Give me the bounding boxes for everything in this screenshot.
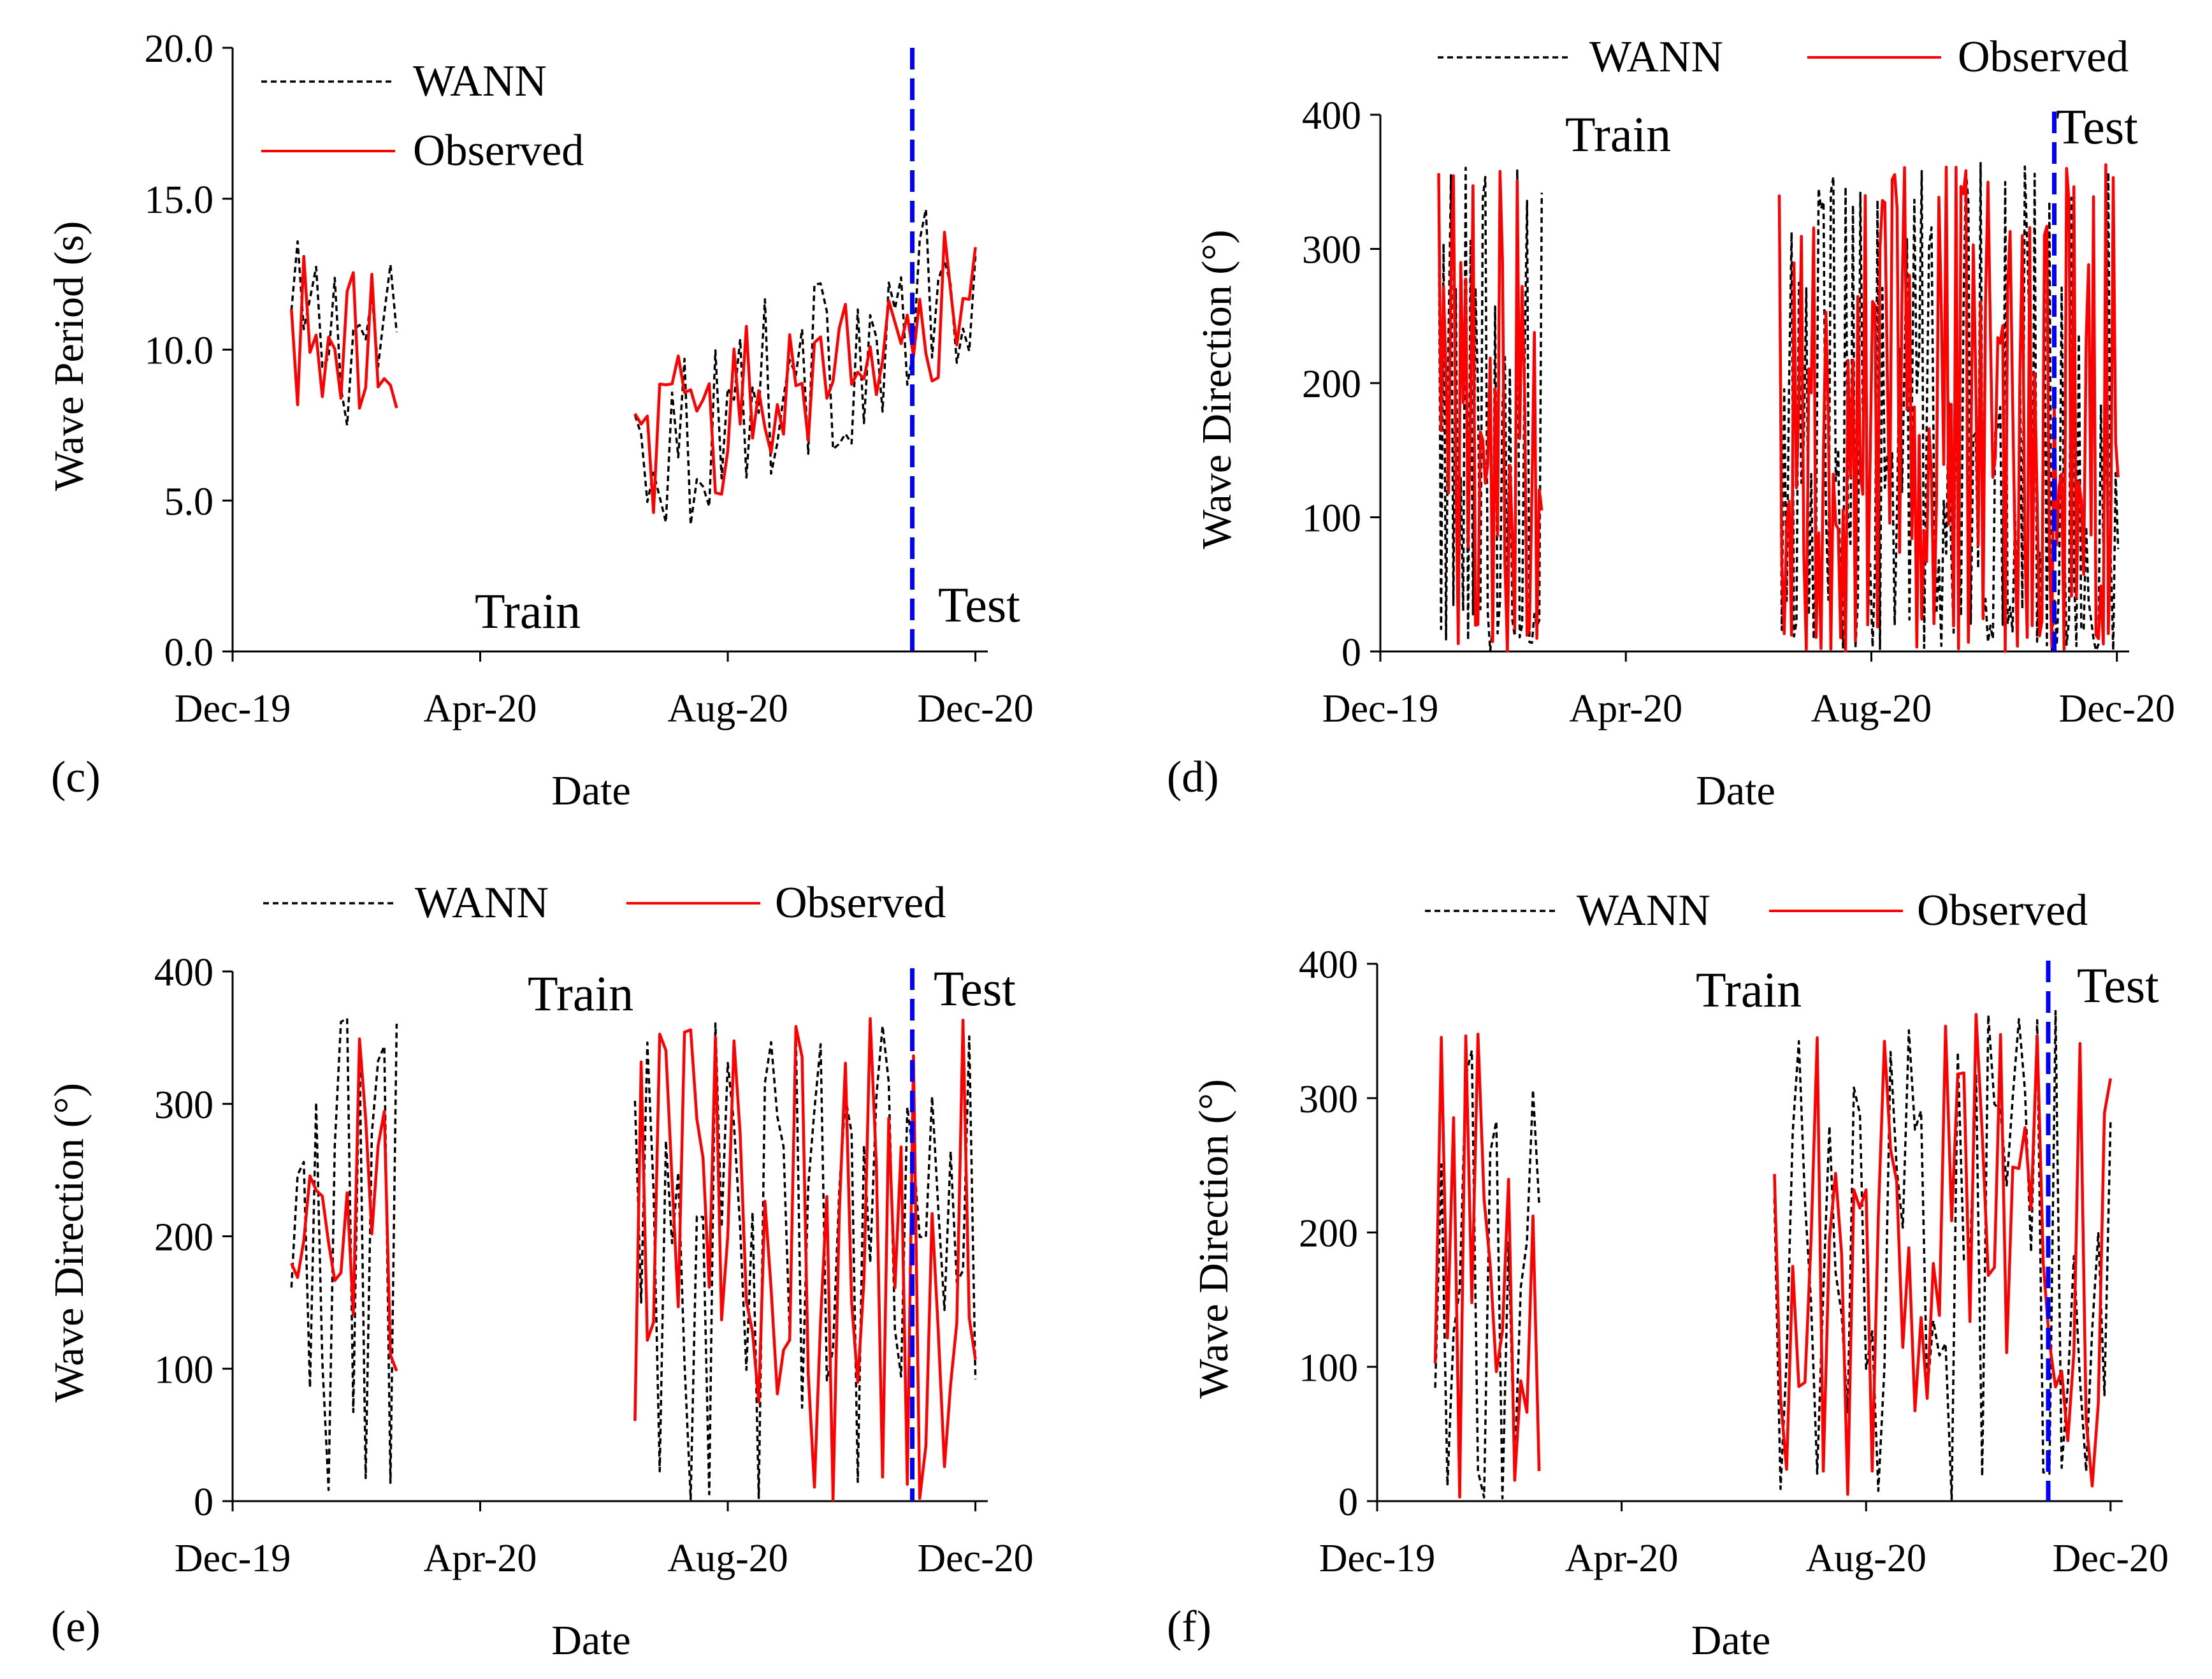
x-tick-label: Apr-20 (1569, 687, 1682, 730)
chart-panel-d: 0 100 200 300 400 Dec-19 Apr-20 Aug-20 Dec-20 Tra… (1167, 33, 2175, 814)
y-tick-label: 20.0 (145, 27, 214, 71)
x-tick-label: Apr-20 (1565, 1537, 1679, 1580)
y-tick-label: 300 (154, 1084, 213, 1127)
y-tick-label: 400 (1302, 94, 1361, 138)
legend-wann-label: WANN (413, 57, 547, 106)
x-axis-title: Date (1696, 767, 1775, 814)
observed-series-line (1773, 1013, 2113, 1496)
observed-series-line (1433, 1033, 1541, 1499)
train-label: Train (1565, 106, 1671, 162)
chart-panel-e: 0 100 200 300 400 Dec-19 Apr-20 Aug-20 Dec-20 Tra… (46, 878, 1034, 1664)
train-label: Train (475, 583, 581, 639)
observed-series-line (1437, 170, 1543, 653)
train-label: Train (1696, 962, 1802, 1017)
panel-label: (e) (51, 1603, 101, 1652)
axes: 0 100 200 300 400 Dec-19 Apr-20 Aug-20 Dec-20 (1302, 94, 2175, 730)
series-lines (1433, 1010, 2113, 1501)
legend-observed-label: Observed (775, 878, 946, 927)
series-lines (1437, 161, 2120, 653)
x-tick-label: Aug-20 (1806, 1537, 1926, 1580)
x-tick-label: Dec-19 (1319, 1537, 1435, 1580)
x-tick-label: Dec-19 (175, 687, 291, 730)
y-tick-label: 10.0 (145, 330, 214, 373)
wann-series-line (290, 1017, 398, 1492)
chart-panel-f: 0 100 200 300 400 Dec-19 Apr-20 Aug-20 Dec-20 Tra… (1167, 886, 2169, 1664)
y-tick-label: 5.0 (164, 480, 214, 523)
x-axis-title: Date (551, 1617, 631, 1664)
y-tick-label: 0.0 (164, 631, 214, 674)
axes: 0 100 200 300 400 Dec-19 Apr-20 Aug-20 Dec-20 (1299, 943, 2169, 1580)
y-tick-label: 300 (1302, 229, 1361, 272)
series-lines (290, 1017, 977, 1502)
wann-series-line (1773, 1010, 2112, 1501)
panel-label: (c) (51, 753, 101, 802)
wann-series-line (633, 208, 977, 526)
train-label: Train (528, 966, 633, 1021)
x-tick-label: Aug-20 (1811, 687, 1932, 730)
y-tick-label: 100 (154, 1348, 213, 1392)
test-label: Test (2056, 99, 2138, 154)
x-axis-title: Date (551, 767, 631, 814)
x-tick-label: Aug-20 (667, 1537, 788, 1580)
observed-series-line (290, 254, 398, 410)
legend-observed-label: Observed (413, 126, 584, 175)
panel-label: (d) (1167, 753, 1219, 802)
panel-label: (f) (1167, 1603, 1211, 1652)
x-tick-label: Dec-20 (917, 687, 1033, 730)
y-tick-label: 200 (1302, 363, 1361, 406)
legend: WANN Observed (1425, 886, 2088, 935)
y-tick-label: 0 (1341, 631, 1361, 674)
axes: 0 100 200 300 400 Dec-19 Apr-20 Aug-20 Dec-20 (154, 951, 1034, 1580)
wann-series-line (1434, 1049, 1540, 1500)
y-axis-title: Wave Direction (°) (46, 1083, 92, 1402)
legend: WANN Observed (263, 878, 946, 927)
y-tick-label: 15.0 (145, 178, 214, 222)
y-tick-label: 0 (194, 1481, 213, 1524)
chart-panel-c: 0.0 5.0 10.0 15.0 20.0 Dec-19 Apr-20 Aug-20 Dec-… (46, 27, 1034, 814)
wann-series-line (1437, 166, 1543, 652)
observed-series-line (633, 230, 977, 514)
y-tick-label: 400 (154, 951, 213, 994)
test-label: Test (938, 577, 1020, 632)
y-tick-label: 100 (1299, 1346, 1358, 1390)
x-tick-label: Apr-20 (424, 1537, 537, 1580)
wann-series-line (290, 240, 398, 426)
observed-series-line (290, 1037, 398, 1372)
series-lines (290, 208, 977, 526)
x-axis-title: Date (1691, 1617, 1771, 1664)
test-label: Test (934, 961, 1016, 1016)
observed-series-line (633, 1017, 977, 1502)
observed-series-line (1777, 163, 2120, 653)
legend-observed-label: Observed (1958, 33, 2129, 82)
legend-wann-label: WANN (1577, 886, 1710, 935)
test-label: Test (2077, 957, 2159, 1013)
y-tick-label: 0 (1338, 1481, 1358, 1524)
x-tick-label: Apr-20 (424, 687, 537, 730)
x-tick-label: Dec-20 (917, 1537, 1033, 1580)
x-tick-label: Aug-20 (667, 687, 788, 730)
y-tick-label: 200 (154, 1216, 213, 1260)
legend: WANN Observed (1438, 33, 2129, 82)
y-tick-label: 400 (1299, 943, 1358, 987)
y-tick-label: 100 (1302, 497, 1361, 541)
legend-wann-label: WANN (1589, 33, 1723, 82)
y-axis-title: Wave Period (s) (46, 221, 92, 491)
y-tick-label: 200 (1299, 1212, 1358, 1256)
y-axis-title: Wave Direction (°) (1190, 1079, 1237, 1399)
legend-observed-label: Observed (1917, 886, 2088, 935)
legend: WANN Observed (261, 57, 584, 175)
x-tick-label: Dec-19 (1322, 687, 1438, 730)
x-tick-label: Dec-19 (175, 1537, 291, 1580)
x-tick-label: Dec-20 (2053, 1537, 2169, 1580)
axes: 0.0 5.0 10.0 15.0 20.0 Dec-19 Apr-20 Aug-20 Dec-… (145, 27, 1034, 730)
y-axis-title: Wave Direction (°) (1194, 229, 1240, 549)
x-tick-label: Dec-20 (2059, 687, 2175, 730)
legend-wann-label: WANN (415, 878, 549, 927)
y-tick-label: 300 (1299, 1078, 1358, 1121)
